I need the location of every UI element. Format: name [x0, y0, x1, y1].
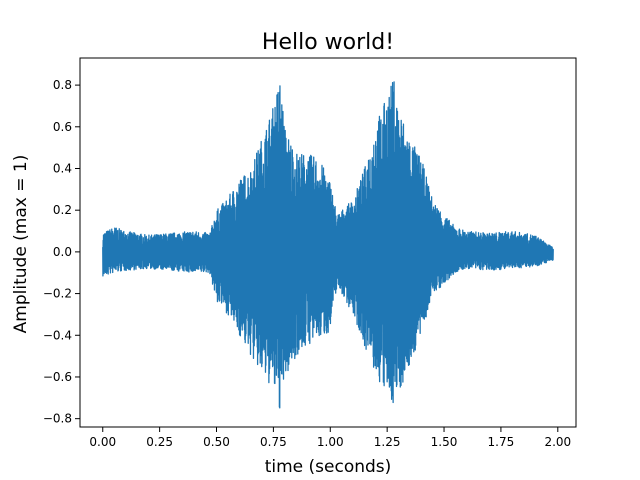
y-axis-label: Amplitude (max = 1) — [11, 155, 31, 334]
x-tick-label: 0.50 — [203, 435, 230, 449]
x-tick-label: 1.75 — [488, 435, 515, 449]
x-tick-label: 0.00 — [89, 435, 116, 449]
y-tick-label: 0.6 — [53, 120, 72, 134]
y-tick-label: −0.6 — [43, 370, 72, 384]
y-tick-label: 0.0 — [53, 245, 72, 259]
x-axis: 0.00 0.25 0.50 0.75 1.00 1.25 1.50 1.75 2.00 — [89, 427, 571, 449]
x-tick-label: 2.00 — [544, 435, 571, 449]
y-tick-label: 0.2 — [53, 203, 72, 217]
x-tick-label: 1.50 — [431, 435, 458, 449]
y-tick-label: −0.4 — [43, 328, 72, 342]
y-axis: −0.8 −0.6 −0.4 −0.2 0.0 0.2 0.4 0.6 0.8 — [43, 78, 80, 426]
x-axis-label: time (seconds) — [265, 457, 392, 477]
x-tick-label: 1.25 — [374, 435, 401, 449]
plot-area — [102, 81, 554, 409]
waveform-line — [102, 81, 554, 409]
x-tick-label: 1.00 — [317, 435, 344, 449]
x-tick-label: 0.25 — [146, 435, 173, 449]
y-tick-label: −0.2 — [43, 287, 72, 301]
y-tick-label: 0.8 — [53, 78, 72, 92]
y-tick-label: 0.4 — [53, 161, 72, 175]
chart-title: Hello world! — [262, 30, 394, 55]
x-tick-label: 0.75 — [260, 435, 287, 449]
axes-frame — [79, 57, 577, 428]
y-tick-label: −0.8 — [43, 412, 72, 426]
